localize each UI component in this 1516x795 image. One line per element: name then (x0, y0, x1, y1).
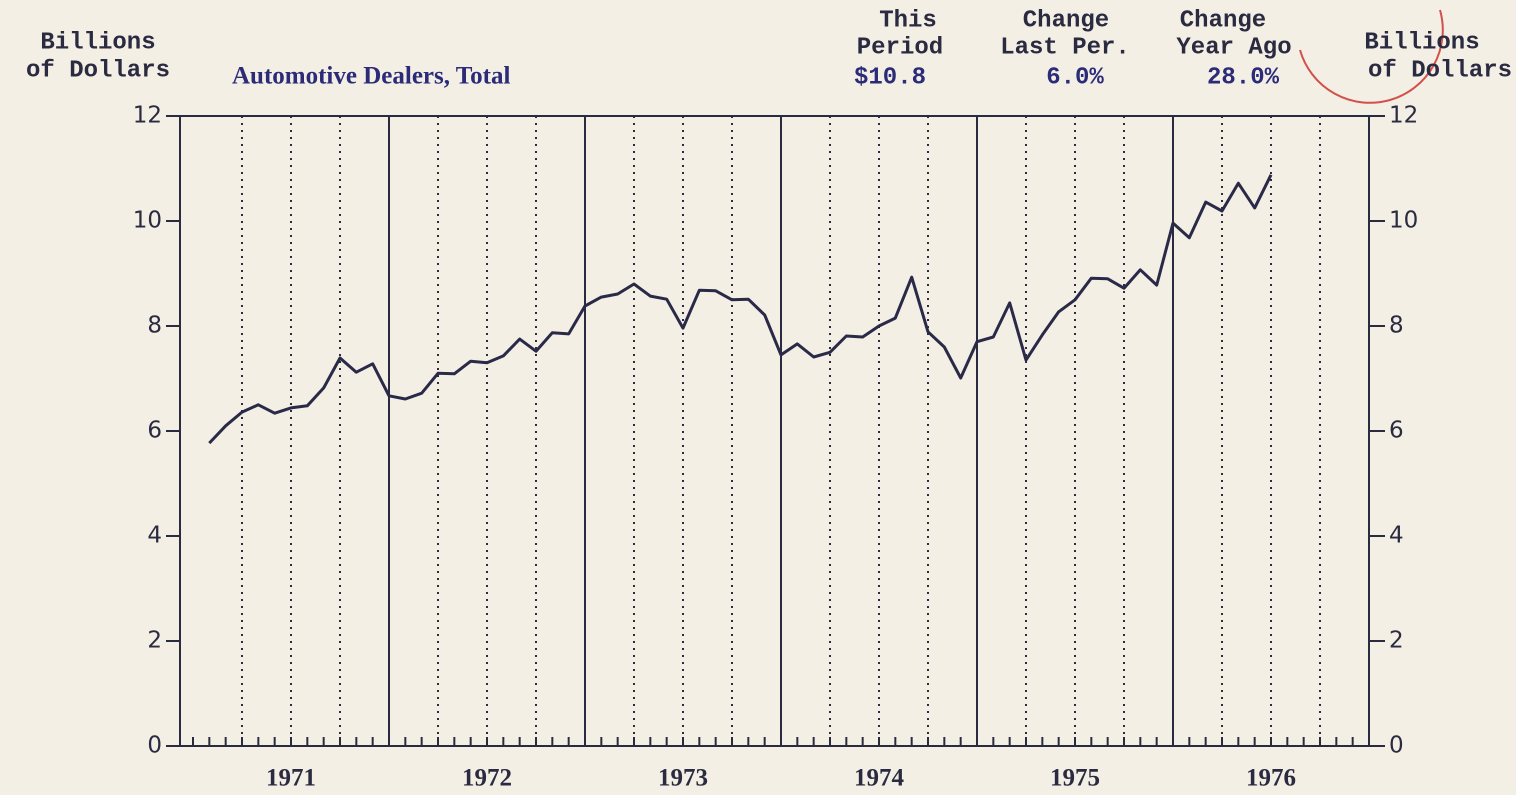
summary-heading: Period (857, 34, 943, 61)
y2-tick-label: 12 (1389, 103, 1418, 129)
chart-title: Automotive Dealers, Total (232, 63, 510, 90)
y2-tick-label: 0 (1389, 733, 1404, 759)
x-tick-label: 1974 (854, 765, 905, 792)
y2-tick-label: 8 (1389, 313, 1404, 339)
summary-value: 28.0% (1207, 64, 1280, 91)
right-axis-label: of Dollars (1368, 57, 1512, 84)
left-axis-label: of Dollars (26, 57, 170, 84)
x-tick-label: 1973 (658, 765, 708, 792)
summary-heading: Year Ago (1176, 34, 1291, 61)
summary-value: 6.0% (1046, 64, 1104, 91)
y-tick-label: 12 (133, 103, 162, 129)
right-axis-label: Billions (1364, 29, 1479, 56)
summary-heading: Last Per. (1000, 34, 1130, 61)
summary-heading: This (879, 7, 937, 34)
y-tick-label: 6 (147, 418, 162, 444)
summary-value: $10.8 (854, 64, 926, 91)
y2-tick-label: 4 (1389, 523, 1404, 549)
summary-heading: Change (1180, 7, 1266, 34)
x-tick-label: 1976 (1246, 765, 1296, 792)
y2-tick-label: 2 (1389, 628, 1404, 654)
x-tick-label: 1971 (266, 765, 316, 792)
left-axis-label: Billions (40, 29, 155, 56)
x-tick-label: 1972 (462, 765, 512, 792)
summary-heading: Change (1023, 7, 1109, 34)
stamp (1299, 9, 1444, 104)
y2-tick-label: 6 (1389, 418, 1404, 444)
y-tick-label: 10 (133, 208, 162, 234)
y2-tick-label: 10 (1389, 208, 1418, 234)
y-tick-label: 4 (147, 523, 162, 549)
x-tick-label: 1975 (1050, 765, 1100, 792)
y-tick-label: 8 (147, 313, 162, 339)
data-line (208, 174, 1273, 445)
y-tick-label: 0 (147, 733, 162, 759)
y-tick-label: 2 (147, 628, 162, 654)
